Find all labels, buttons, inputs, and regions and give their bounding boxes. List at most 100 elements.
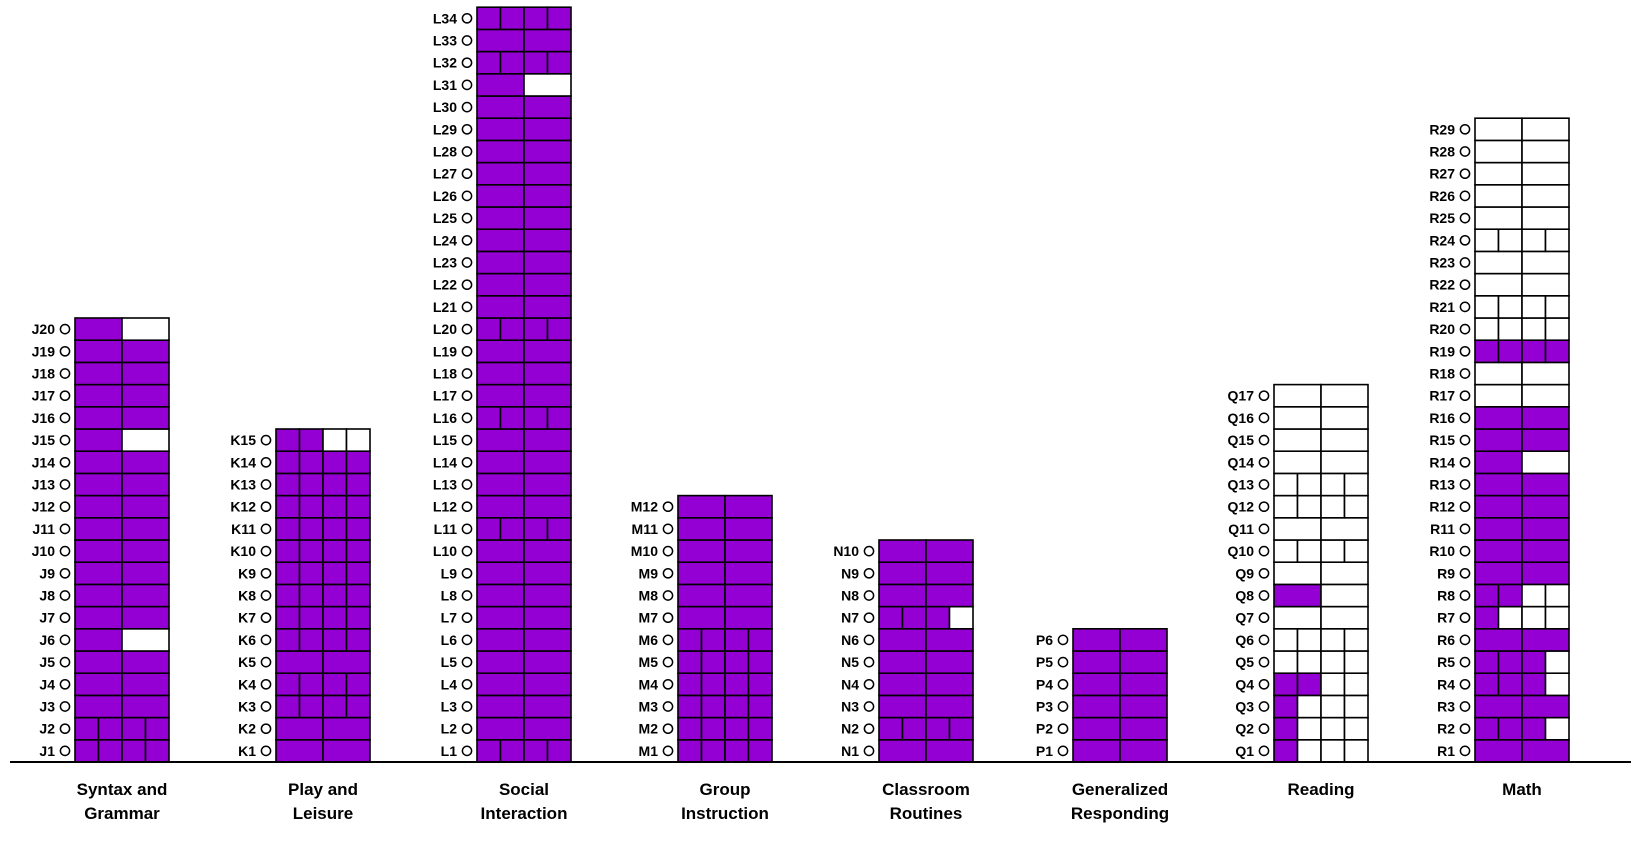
item-label-r22: R22 (1429, 277, 1455, 293)
item-label-j4: J4 (39, 676, 55, 692)
item-label-p2: P2 (1036, 721, 1053, 737)
item-cell-m1-3 (724, 738, 750, 763)
item-label-l33: L33 (433, 33, 457, 49)
item-cell-m4-4 (747, 672, 773, 697)
item-cell-r11-2 (1521, 516, 1570, 541)
item-cell-q13-3 (1320, 472, 1346, 497)
item-cell-q8-2 (1320, 583, 1369, 608)
item-cell-l26-1 (476, 184, 525, 208)
item-label-r8: R8 (1437, 588, 1455, 604)
item-label-p5: P5 (1036, 654, 1053, 670)
item-cell-k6-4 (345, 627, 371, 652)
item-cell-k9-4 (345, 561, 371, 586)
item-cell-l32-2 (499, 50, 525, 75)
item-cell-m6-2 (700, 627, 726, 652)
item-cell-j11-2 (121, 516, 170, 541)
domain-label-l: Social (499, 780, 549, 799)
item-cell-p5-1 (1072, 650, 1121, 675)
circle-outline-icon (1459, 434, 1471, 446)
item-cell-q2-1 (1273, 716, 1299, 741)
item-cell-l17-1 (476, 383, 525, 408)
item-cell-j8-1 (74, 583, 123, 608)
item-cell-r27-1 (1474, 161, 1523, 186)
item-cell-r22-2 (1521, 272, 1570, 297)
item-cell-l1-1 (476, 738, 502, 763)
item-cell-j11-1 (74, 516, 123, 541)
item-cell-j13-2 (121, 472, 170, 497)
item-cell-p2-1 (1072, 716, 1121, 741)
circle-outline-icon (1459, 279, 1471, 291)
circle-outline-icon (461, 523, 473, 535)
circle-outline-icon (461, 368, 473, 379)
circle-outline-icon (1258, 434, 1270, 446)
item-cell-k9-1 (275, 561, 301, 586)
item-cell-k12-2 (298, 494, 324, 519)
item-cell-m4-2 (700, 672, 726, 697)
circle-outline-icon (260, 567, 272, 579)
circle-outline-icon (662, 567, 674, 579)
domain-label-q: Reading (1287, 780, 1354, 799)
item-cell-k7-4 (345, 605, 371, 630)
item-cell-r14-2 (1521, 450, 1570, 475)
item-cell-l33-1 (476, 28, 525, 53)
item-cell-l32-1 (476, 50, 502, 75)
item-label-j7: J7 (39, 610, 55, 626)
item-cell-l12-2 (523, 494, 572, 519)
circle-outline-icon (1459, 234, 1471, 246)
item-label-l21: L21 (433, 299, 457, 315)
circle-outline-icon (1459, 390, 1471, 402)
item-cell-r5-3 (1521, 650, 1547, 675)
item-cell-m8-1 (677, 583, 726, 608)
item-cell-r16-2 (1521, 405, 1570, 430)
item-label-j13: J13 (32, 477, 56, 493)
item-label-l15: L15 (433, 432, 457, 448)
circle-outline-icon (662, 634, 674, 646)
domain-column-j: J1 J2 J3 J4 J5 J6 J7 J8 J9 J10 J11 J12 J13 J14 J15 J16 J… (32, 317, 170, 763)
domain-column-k: K1 K2 K3 K4 K5 K6 K7 K8 K9 K10 K11 K12 K13 K14 K15 (230, 428, 371, 763)
item-label-j19: J19 (32, 343, 56, 359)
item-cell-q5-1 (1273, 650, 1299, 675)
item-cell-l6-2 (523, 627, 572, 652)
item-label-m9: M9 (639, 565, 659, 581)
item-label-n6: N6 (841, 632, 859, 648)
circle-outline-icon (662, 523, 674, 535)
item-cell-r13-1 (1474, 472, 1523, 497)
item-cell-r7-4 (1544, 605, 1570, 630)
item-cell-l22-2 (523, 272, 572, 297)
circle-outline-icon (662, 745, 674, 757)
item-cell-k2-2 (322, 716, 371, 741)
item-cell-m11-2 (724, 516, 773, 541)
item-label-r25: R25 (1429, 210, 1455, 226)
item-cell-l27-2 (523, 161, 572, 186)
domain-label-m: Group (700, 780, 751, 799)
item-cell-k14-2 (298, 450, 324, 475)
circle-outline-icon (1459, 257, 1471, 268)
item-label-k10: K10 (230, 543, 256, 559)
item-label-j16: J16 (32, 410, 56, 426)
item-cell-r21-2 (1497, 294, 1523, 319)
circle-outline-icon (461, 612, 473, 624)
item-cell-k7-1 (275, 605, 301, 630)
item-cell-q4-1 (1273, 672, 1299, 697)
item-cell-r12-2 (1521, 494, 1570, 519)
item-cell-m5-4 (747, 650, 773, 675)
item-cell-q16-2 (1320, 405, 1369, 430)
item-cell-r9-1 (1474, 561, 1523, 586)
item-cell-r20-4 (1544, 317, 1570, 342)
item-label-n1: N1 (841, 743, 859, 759)
item-label-l3: L3 (441, 699, 458, 715)
item-label-r15: R15 (1429, 432, 1455, 448)
item-cell-l8-2 (523, 583, 572, 608)
circle-outline-icon (461, 12, 473, 24)
circle-outline-icon (1459, 479, 1471, 490)
item-cell-r26-1 (1474, 184, 1523, 208)
item-label-n7: N7 (841, 610, 859, 626)
domain-label-n: Routines (890, 804, 963, 823)
item-label-l8: L8 (441, 588, 458, 604)
circle-outline-icon (59, 368, 71, 379)
item-label-m1: M1 (639, 743, 659, 759)
item-label-l10: L10 (433, 543, 457, 559)
circle-outline-icon (1258, 456, 1270, 468)
item-label-r3: R3 (1437, 699, 1455, 715)
item-cell-k9-2 (298, 561, 324, 586)
